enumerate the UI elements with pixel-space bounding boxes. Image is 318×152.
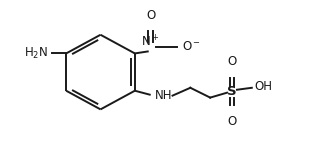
Text: NH: NH [155,89,172,102]
Text: O: O [227,115,237,128]
Text: O: O [146,9,155,22]
Text: H$_2$N: H$_2$N [24,46,48,61]
Text: OH: OH [255,80,273,93]
Text: N$^+$: N$^+$ [142,34,160,50]
Text: S: S [227,85,237,98]
Text: O: O [227,55,237,68]
Text: O$^-$: O$^-$ [183,40,202,53]
